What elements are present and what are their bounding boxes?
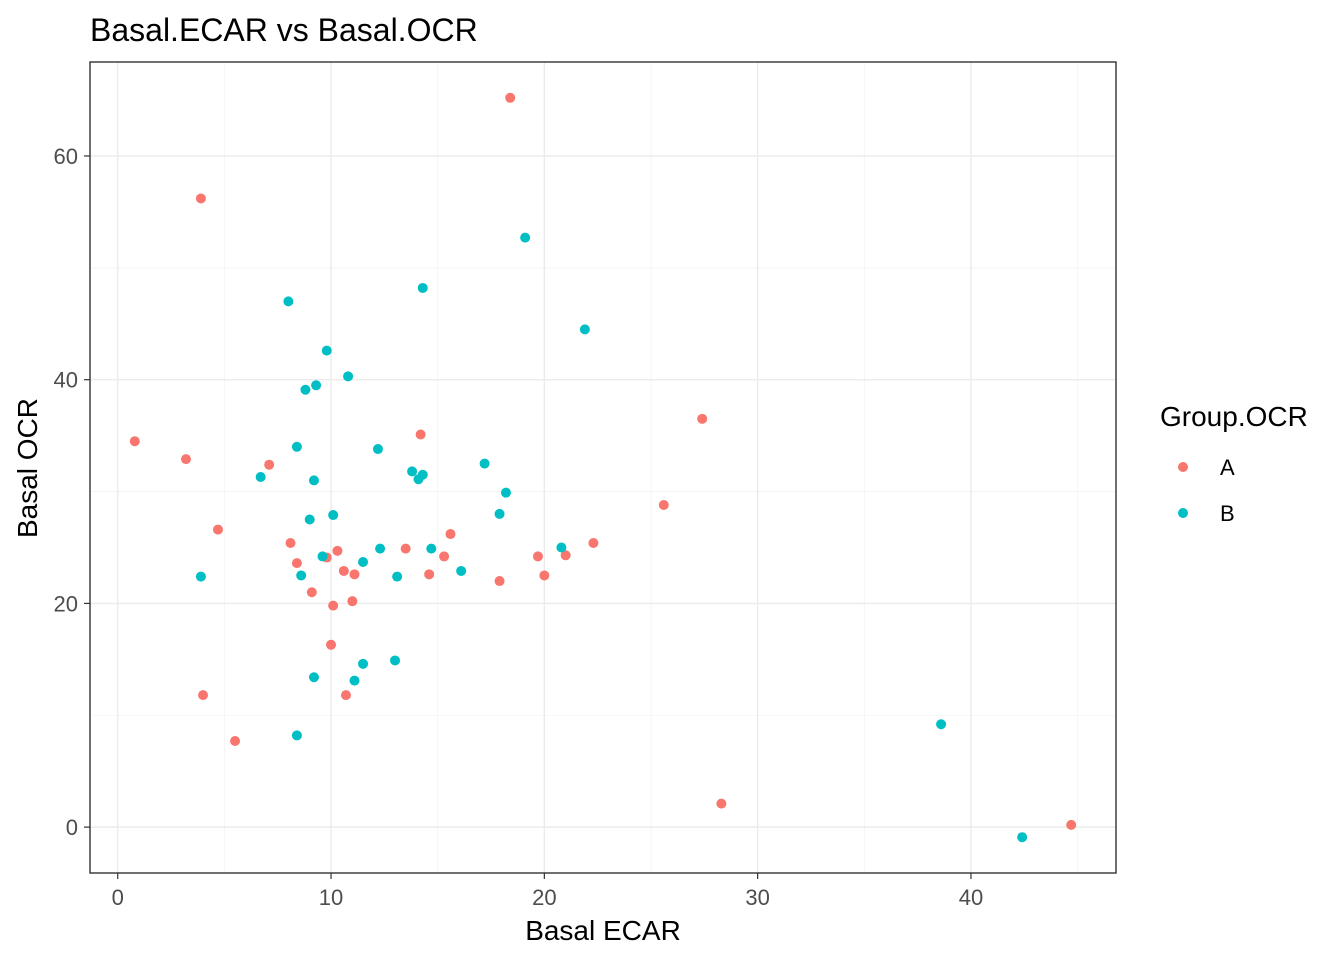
data-point-b	[255, 472, 266, 483]
data-point-a	[400, 543, 411, 554]
data-point-b	[291, 441, 302, 452]
data-point-a	[285, 538, 296, 549]
data-point-b	[358, 557, 369, 568]
data-point-b	[358, 658, 369, 669]
data-point-a	[539, 570, 550, 581]
data-points	[129, 92, 1077, 843]
data-point-b	[936, 719, 947, 730]
data-point-b	[311, 380, 322, 391]
data-point-a	[415, 429, 426, 440]
legend-key-b	[1178, 508, 1188, 518]
data-point-b	[1017, 832, 1028, 843]
data-point-a	[445, 529, 456, 540]
legend-title: Group.OCR	[1160, 401, 1308, 432]
data-point-b	[407, 466, 418, 477]
data-point-a	[328, 600, 339, 611]
data-point-a	[291, 558, 302, 569]
data-point-a	[347, 596, 358, 607]
data-point-b	[283, 296, 294, 307]
data-point-a	[212, 524, 223, 535]
data-point-b	[375, 543, 386, 554]
data-point-b	[390, 655, 401, 666]
data-point-a	[439, 551, 450, 562]
data-point-a	[326, 639, 337, 650]
data-point-a	[198, 690, 209, 701]
data-point-a	[532, 551, 543, 562]
data-point-b	[494, 508, 505, 519]
data-point-a	[195, 193, 206, 204]
x-tick-label: 20	[532, 885, 556, 910]
y-tick-label: 40	[54, 368, 78, 393]
data-point-b	[520, 232, 531, 243]
minor-gridlines	[90, 62, 1116, 873]
y-tick-label: 60	[54, 144, 78, 169]
x-tick-label: 40	[959, 885, 983, 910]
data-point-b	[413, 474, 424, 485]
data-point-b	[392, 571, 403, 582]
data-point-b	[195, 571, 206, 582]
chart-title: Basal.ECAR vs Basal.OCR	[90, 12, 478, 48]
data-point-a	[424, 569, 435, 580]
data-point-b	[372, 444, 383, 455]
data-point-a	[588, 538, 599, 549]
data-point-b	[328, 510, 339, 521]
legend-label-a: A	[1220, 455, 1235, 480]
data-point-a	[505, 92, 516, 103]
data-point-a	[338, 565, 349, 576]
y-tick-label: 0	[66, 815, 78, 840]
data-point-b	[579, 324, 590, 335]
x-tick-label: 0	[112, 885, 124, 910]
y-axis-title: Basal OCR	[12, 398, 43, 538]
x-axis-ticks: 0 10 20 30 40	[112, 873, 983, 910]
data-point-b	[296, 570, 307, 581]
data-point-a	[560, 550, 571, 561]
legend-label-b: B	[1220, 501, 1235, 526]
data-point-b	[308, 475, 319, 486]
data-point-a	[716, 798, 727, 809]
data-point-a	[306, 587, 317, 598]
data-point-b	[321, 345, 332, 356]
data-point-a	[658, 499, 669, 510]
data-point-a	[264, 459, 275, 470]
plot-panel-border	[89, 61, 1117, 874]
data-point-b	[426, 543, 437, 554]
data-point-a	[332, 545, 343, 556]
data-point-a	[1066, 819, 1077, 830]
data-point-b	[417, 282, 428, 293]
data-point-a	[129, 436, 140, 447]
x-tick-label: 10	[319, 885, 343, 910]
data-point-a	[230, 736, 241, 747]
data-point-a	[180, 454, 191, 465]
legend: Group.OCR AB	[1160, 401, 1308, 526]
data-point-b	[343, 371, 354, 382]
data-point-a	[349, 569, 360, 580]
major-gridlines	[90, 62, 1116, 873]
data-point-a	[494, 576, 505, 587]
data-point-a	[697, 413, 708, 424]
data-point-b	[291, 730, 302, 741]
x-axis-title: Basal ECAR	[525, 915, 681, 946]
legend-items: AB	[1178, 455, 1235, 526]
data-point-b	[479, 458, 490, 469]
data-point-b	[317, 551, 328, 562]
data-point-b	[300, 384, 311, 395]
data-point-a	[340, 690, 351, 701]
data-point-b	[456, 565, 467, 576]
y-tick-label: 20	[54, 591, 78, 616]
data-point-b	[556, 542, 567, 553]
legend-key-a	[1178, 462, 1188, 472]
data-point-b	[304, 514, 315, 525]
x-tick-label: 30	[745, 885, 769, 910]
data-point-b	[500, 487, 511, 498]
data-point-b	[349, 675, 360, 686]
y-axis-ticks: 0 20 40 60	[54, 144, 90, 840]
data-point-b	[308, 672, 319, 683]
